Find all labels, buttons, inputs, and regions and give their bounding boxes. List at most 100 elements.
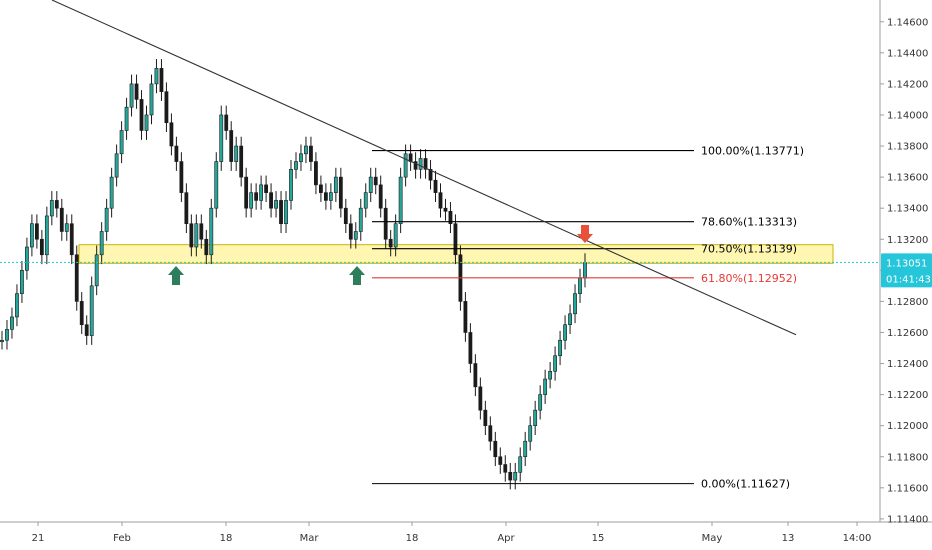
candle-body [169, 122, 174, 147]
candle-body [49, 200, 54, 217]
candle-body [373, 176, 378, 186]
candle-body [269, 192, 273, 209]
candle-body [483, 409, 488, 426]
candle-body [453, 223, 458, 256]
candle-body [533, 409, 538, 426]
y-tick-label: 1.14200 [887, 79, 928, 90]
candle-body [174, 145, 179, 162]
candle-body [423, 158, 428, 170]
candle-body [513, 471, 518, 481]
candle-body [358, 207, 363, 232]
x-tick-label: Mar [300, 533, 320, 544]
x-tick-label: 15 [592, 533, 605, 544]
candle-body [164, 91, 169, 124]
candle-body [503, 464, 508, 473]
candle-body [468, 332, 473, 364]
candle-body [104, 207, 109, 232]
x-tick-label: 14:00 [843, 533, 872, 544]
candle-body [229, 130, 234, 162]
candle-body [274, 200, 278, 209]
candle-body [393, 223, 398, 248]
candle-body [553, 355, 558, 372]
candle-body [59, 207, 64, 232]
candle-body [239, 145, 244, 178]
y-tick-label: 1.12800 [887, 297, 928, 308]
x-tick-label: 13 [782, 533, 795, 544]
candle-body [563, 324, 567, 341]
y-tick-label: 1.12200 [887, 390, 928, 401]
candle-body [304, 145, 308, 155]
up-arrow-icon [349, 266, 365, 285]
candle-body [139, 99, 144, 131]
price-tag [881, 253, 932, 288]
x-tick-label: Feb [113, 533, 131, 544]
candle-body [543, 378, 548, 395]
y-tick-label: 1.11400 [887, 514, 928, 525]
candle-body [144, 114, 149, 131]
candle-body [428, 169, 433, 181]
candle-body [29, 223, 34, 248]
candle-body [94, 254, 99, 287]
down-arrow-icon [577, 225, 593, 243]
candle-body [189, 223, 194, 248]
candle-body [314, 161, 318, 186]
candle-body [234, 145, 239, 162]
candle-body [573, 293, 577, 315]
candle-body [74, 254, 79, 302]
candle-body [224, 114, 229, 131]
candle-body [119, 130, 124, 155]
y-tick-label: 1.12600 [887, 328, 928, 339]
candle-body [294, 161, 298, 170]
candle-body [438, 192, 443, 209]
candle-body [279, 200, 283, 225]
candle-body [413, 161, 418, 170]
candle-body [388, 238, 393, 248]
descending-trendline [51, 0, 797, 336]
candle-body [79, 301, 84, 325]
candle-body [219, 114, 224, 162]
fibonacci-layer: 100.00%(1.13771) 78.60%(1.13313) 70.50%(1.… [0, 145, 880, 491]
candle-body [124, 106, 129, 131]
x-tick-label: 18 [406, 533, 419, 544]
fib-level-label: 61.80%(1.12952) [701, 272, 797, 285]
x-tick-label: 18 [220, 533, 233, 544]
candle-body [463, 301, 468, 333]
candle-body [39, 238, 44, 256]
y-tick-label: 1.13400 [887, 204, 928, 215]
y-tick-label: 1.14600 [887, 17, 928, 28]
candle-body [473, 363, 478, 388]
candle-body [568, 313, 572, 325]
candle-body [343, 207, 348, 225]
candle-body [398, 176, 403, 225]
candle-body [10, 316, 14, 330]
y-tick-label: 1.14000 [887, 110, 928, 121]
candle-body [129, 83, 134, 108]
candle-body [338, 176, 343, 209]
up-arrow-icon [168, 266, 184, 285]
y-tick-label: 1.11600 [887, 483, 928, 494]
candle-body [69, 223, 74, 256]
candle-body [448, 210, 453, 225]
price-tag-countdown: 01:41:43 [886, 274, 931, 285]
candle-body [433, 179, 438, 193]
candle-body [558, 339, 562, 357]
candle-body [578, 277, 582, 294]
candle-body [498, 456, 503, 465]
candle-body [89, 285, 94, 336]
candle-body [328, 192, 333, 201]
candle-body [64, 223, 69, 232]
candle-body [259, 184, 264, 201]
candle-body [403, 153, 408, 178]
candle-body [319, 184, 323, 193]
candle-body [353, 231, 358, 240]
fib-level-label: 100.00%(1.13771) [701, 145, 804, 158]
candle-body [333, 176, 338, 193]
x-tick-label: Apr [497, 533, 515, 544]
candle-body [204, 238, 209, 256]
candle-body [194, 223, 199, 248]
candle-body [134, 83, 139, 100]
y-tick-label: 1.11800 [887, 452, 928, 463]
x-tick-label: 21 [32, 533, 45, 544]
candle-body [418, 158, 423, 170]
